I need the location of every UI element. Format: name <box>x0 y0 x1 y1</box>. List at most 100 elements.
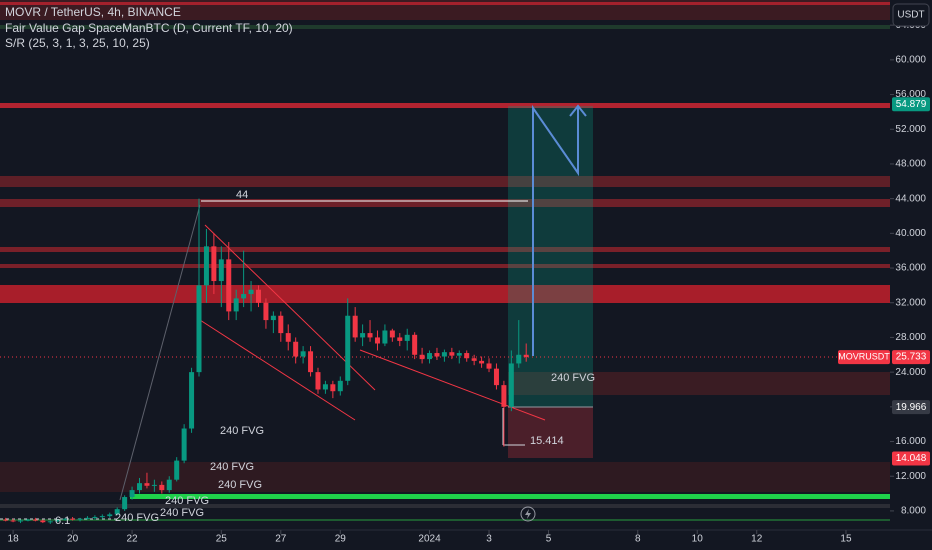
candle-body <box>441 352 447 357</box>
indicator-label: S/R (25, 3, 1, 3, 25, 10, 25) <box>5 36 150 50</box>
y-tick-label: 56.000 <box>895 89 926 100</box>
price-label: 25.733 <box>896 352 927 363</box>
candle-body <box>159 484 165 491</box>
chart-title: MOVR / TetherUS, 4h, BINANCE <box>5 5 181 19</box>
y-tick-label: 16.000 <box>895 436 926 447</box>
currency-button-label: USDT <box>897 10 924 21</box>
candle-body <box>196 285 202 373</box>
candle-body <box>345 315 351 381</box>
wedge-line <box>359 349 546 421</box>
support-line <box>130 494 890 499</box>
y-tick-label: 12.000 <box>895 471 926 482</box>
candle-body <box>389 330 395 338</box>
annotation: 240 FVG <box>551 372 595 384</box>
sr-zone <box>0 176 890 187</box>
y-tick-label: 60.000 <box>895 54 926 65</box>
candle-body <box>77 518 83 520</box>
y-tick-label: 28.000 <box>895 332 926 343</box>
candle-body <box>337 380 343 392</box>
x-tick-label: 8 <box>635 534 641 545</box>
long-stop <box>508 407 593 458</box>
y-tick-label: 8.000 <box>901 506 926 517</box>
sr-zone <box>0 199 890 207</box>
event-icon[interactable] <box>520 506 536 522</box>
candle-body <box>479 360 485 364</box>
price-label-box <box>892 350 930 365</box>
annotation: 15.414 <box>530 435 564 447</box>
candle-body <box>523 354 529 358</box>
candle-body <box>10 520 16 522</box>
y-tick-label: 44.000 <box>895 193 926 204</box>
x-tick-label: 3 <box>486 534 492 545</box>
candle-body <box>464 353 470 359</box>
candle-body <box>419 354 425 360</box>
candle-body <box>3 519 9 521</box>
annotation: 240 FVG <box>220 425 264 437</box>
annotation: 240 FVG <box>160 507 204 519</box>
price-labels: 54.879 25.733 MOVRUSDT 19.966 14.048 <box>838 97 930 466</box>
annotation: 240 FVG <box>210 461 254 473</box>
annotations: 44 15.414 6.1 240 FVG 240 FVG 240 FVG 24… <box>55 189 595 527</box>
zones <box>0 0 890 521</box>
candle-body <box>404 334 410 341</box>
price-label-box <box>892 400 930 415</box>
candle-body <box>516 354 522 364</box>
candle-body <box>434 353 440 357</box>
candle-body <box>70 518 76 520</box>
price-label: 54.879 <box>896 99 927 110</box>
price-label-box <box>892 451 930 466</box>
candle-body <box>218 259 224 282</box>
candle-body <box>278 315 284 334</box>
candle-body <box>226 259 232 312</box>
candle-body <box>211 246 217 282</box>
projection-arrow <box>569 104 587 117</box>
fvg-box <box>0 462 890 492</box>
sr-line <box>0 103 890 108</box>
candle-body <box>137 483 143 491</box>
x-tick-label: 12 <box>751 534 763 545</box>
candle-body <box>144 483 150 486</box>
x-tick-label: 10 <box>692 534 704 545</box>
wedge-line <box>199 319 356 421</box>
candle-body <box>427 353 433 360</box>
candle-body <box>55 519 61 522</box>
x-tick-label: 2024 <box>418 534 441 545</box>
indicator-label: Fair Value Gap SpaceManBTC (D, Current T… <box>5 21 293 35</box>
candle-body <box>263 302 269 321</box>
candle-body <box>151 484 157 486</box>
candle-body <box>285 333 291 342</box>
projection-path <box>532 104 579 356</box>
annotation: 240 FVG <box>218 479 262 491</box>
candle-body <box>174 460 180 480</box>
x-tick-label: 5 <box>546 534 552 545</box>
candle-body <box>456 353 462 356</box>
candle-body <box>352 315 358 338</box>
price-label-box <box>892 97 930 112</box>
candle-body <box>129 490 135 498</box>
y-tick-label: 48.000 <box>895 159 926 170</box>
candle-body <box>508 363 514 407</box>
candle-body <box>322 384 328 390</box>
x-tick-label: 20 <box>67 534 79 545</box>
candle-body <box>47 521 53 523</box>
candle-body <box>122 497 128 510</box>
x-tick-label: 22 <box>127 534 139 545</box>
x-tick-label: 15 <box>840 534 852 545</box>
candle-body <box>493 368 499 386</box>
y-tick-label: 36.000 <box>895 263 926 274</box>
price-label: 19.966 <box>896 402 927 413</box>
y-tick-label: 40.000 <box>895 228 926 239</box>
candle-body <box>501 385 507 407</box>
sr-line <box>0 25 890 29</box>
y-tick-label: 24.000 <box>895 367 926 378</box>
candle-body <box>32 519 38 521</box>
candle-body <box>255 289 261 303</box>
sr-zone <box>0 264 890 268</box>
candle-body <box>84 517 90 519</box>
candle-body <box>486 363 492 369</box>
candle-body <box>18 520 24 522</box>
currency-button[interactable] <box>892 3 930 27</box>
candle-body <box>233 298 239 312</box>
annotation: 44 <box>236 189 248 201</box>
fvg-box <box>508 372 890 395</box>
